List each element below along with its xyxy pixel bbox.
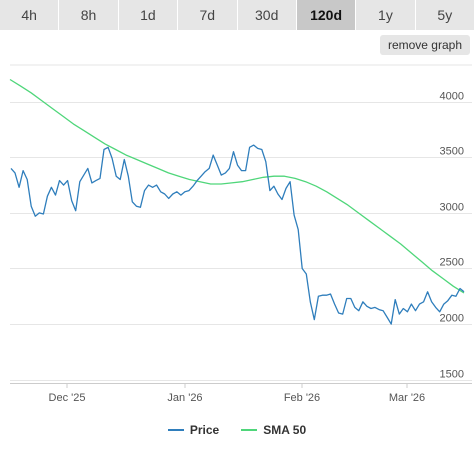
tab-4h[interactable]: 4h bbox=[0, 0, 60, 30]
axis-labels: 1500 2000 2500 3000 3500 4000 Dec '25 Jan '26 Fe… bbox=[49, 91, 464, 405]
x-tick-label: Jan '26 bbox=[167, 392, 202, 404]
tab-8h[interactable]: 8h bbox=[59, 0, 119, 30]
series-line-sma-50 bbox=[9, 78, 465, 294]
tab-1y[interactable]: 1y bbox=[356, 0, 416, 30]
legend-item-sma[interactable]: SMA 50 bbox=[241, 423, 306, 437]
series-layer bbox=[9, 78, 465, 325]
y-tick-label: 2000 bbox=[440, 313, 464, 325]
legend-label-price: Price bbox=[189, 423, 220, 437]
legend-label-sma: SMA 50 bbox=[263, 423, 307, 437]
timeframe-tabs: 4h 8h 1d 7d 30d 120d 1y 5y bbox=[0, 0, 474, 30]
x-tick-label: Feb '26 bbox=[284, 392, 320, 404]
grid-lines bbox=[10, 64, 472, 381]
y-tick-label: 3500 bbox=[440, 146, 464, 158]
x-tick-label: Dec '25 bbox=[49, 392, 86, 404]
y-tick-label: 3000 bbox=[440, 202, 464, 214]
y-tick-label: 4000 bbox=[440, 91, 464, 103]
chart-legend: Price SMA 50 bbox=[0, 420, 474, 440]
y-tick-label: 2500 bbox=[440, 257, 464, 269]
tab-1d[interactable]: 1d bbox=[118, 0, 179, 30]
series-line-price bbox=[10, 144, 465, 325]
x-axis bbox=[10, 383, 472, 388]
remove-graph-button[interactable]: remove graph bbox=[379, 35, 470, 55]
x-tick-label: Mar '26 bbox=[389, 392, 425, 404]
tab-30d[interactable]: 30d bbox=[237, 0, 297, 30]
legend-item-price[interactable]: Price bbox=[167, 423, 220, 437]
legend-swatch-price bbox=[167, 429, 184, 431]
tab-7d[interactable]: 7d bbox=[178, 0, 238, 30]
tab-120d[interactable]: 120d bbox=[296, 0, 357, 30]
tab-5y[interactable]: 5y bbox=[415, 0, 474, 30]
legend-swatch-sma bbox=[241, 429, 258, 431]
y-tick-label: 1500 bbox=[440, 369, 464, 381]
